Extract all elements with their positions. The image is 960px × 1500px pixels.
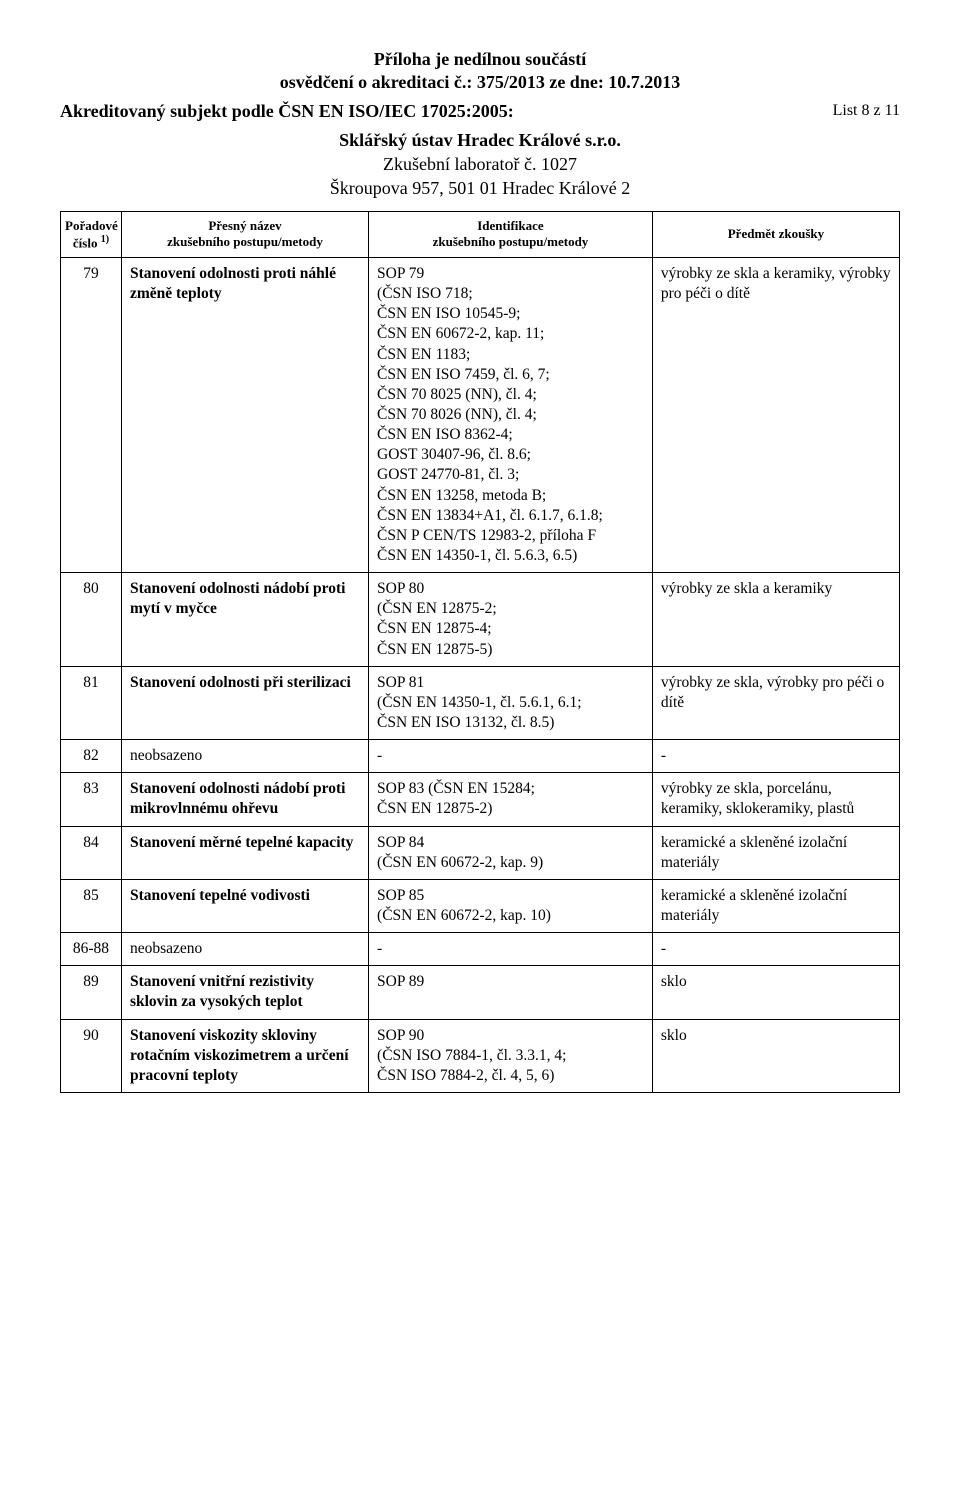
cell-method-name: Stanovení měrné tepelné kapacity bbox=[121, 826, 368, 879]
cell-identification: SOP 84 (ČSN EN 60672-2, kap. 9) bbox=[369, 826, 653, 879]
cell-method-name: Stanovení tepelné vodivosti bbox=[121, 879, 368, 932]
cell-number: 81 bbox=[61, 666, 122, 739]
cell-identification: SOP 80 (ČSN EN 12875-2; ČSN EN 12875-4; … bbox=[369, 573, 653, 667]
col3-line2: zkušebního postupu/metody bbox=[433, 234, 589, 249]
table-row: 83Stanovení odolnosti nádobí proti mikro… bbox=[61, 773, 900, 826]
lab-center-block: Sklářský ústav Hradec Králové s.r.o. Zku… bbox=[60, 128, 900, 201]
col-header-subject: Předmět zkoušky bbox=[652, 211, 899, 257]
cell-method-name: Stanovení odolnosti nádobí proti mikrovl… bbox=[121, 773, 368, 826]
cell-identification: SOP 89 bbox=[369, 966, 653, 1019]
cell-subject: keramické a skleněné izolační materiály bbox=[652, 826, 899, 879]
cell-number: 82 bbox=[61, 740, 122, 773]
cell-subject: výrobky ze skla a keramiky, výrobky pro … bbox=[652, 258, 899, 573]
col4-line: Předmět zkoušky bbox=[728, 226, 824, 241]
col2-line2: zkušebního postupu/metody bbox=[167, 234, 323, 249]
cell-method-name: Stanovení odolnosti nádobí proti mytí v … bbox=[121, 573, 368, 667]
cell-subject: - bbox=[652, 933, 899, 966]
table-row: 85Stanovení tepelné vodivostiSOP 85 (ČSN… bbox=[61, 879, 900, 932]
col1-line1: Pořadové bbox=[65, 218, 118, 233]
table-row: 80Stanovení odolnosti nádobí proti mytí … bbox=[61, 573, 900, 667]
lab-address: Škroupova 957, 501 01 Hradec Králové 2 bbox=[330, 178, 630, 198]
cell-method-name: neobsazeno bbox=[121, 740, 368, 773]
page-root: Příloha je nedílnou součástí osvědčení o… bbox=[0, 0, 960, 1133]
table-row: 82neobsazeno-- bbox=[61, 740, 900, 773]
lab-name: Sklářský ústav Hradec Králové s.r.o. bbox=[339, 130, 621, 150]
cell-number: 83 bbox=[61, 773, 122, 826]
lab-number: Zkušební laboratoř č. 1027 bbox=[383, 154, 577, 174]
cell-subject: výrobky ze skla, porcelánu, keramiky, sk… bbox=[652, 773, 899, 826]
table-row: 90Stanovení viskozity skloviny rotačním … bbox=[61, 1019, 900, 1092]
cell-identification: SOP 85 (ČSN EN 60672-2, kap. 10) bbox=[369, 879, 653, 932]
cell-number: 79 bbox=[61, 258, 122, 573]
methods-table: Pořadové číslo 1) Přesný název zkušebníh… bbox=[60, 211, 900, 1093]
cell-method-name: neobsazeno bbox=[121, 933, 368, 966]
col-header-ident: Identifikace zkušebního postupu/metody bbox=[369, 211, 653, 257]
cell-identification: SOP 90 (ČSN ISO 7884-1, čl. 3.3.1, 4; ČS… bbox=[369, 1019, 653, 1092]
header-line1: Příloha je nedílnou součástí bbox=[374, 49, 587, 69]
cell-number: 85 bbox=[61, 879, 122, 932]
cell-number: 86-88 bbox=[61, 933, 122, 966]
col1-line2: číslo bbox=[73, 235, 98, 250]
col-header-number: Pořadové číslo 1) bbox=[61, 211, 122, 257]
header-title: Příloha je nedílnou součástí osvědčení o… bbox=[60, 48, 900, 95]
cell-subject: sklo bbox=[652, 1019, 899, 1092]
cell-method-name: Stanovení odolnosti proti náhlé změně te… bbox=[121, 258, 368, 573]
table-row: 79Stanovení odolnosti proti náhlé změně … bbox=[61, 258, 900, 573]
col2-line1: Přesný název bbox=[208, 218, 281, 233]
col-header-name: Přesný název zkušebního postupu/metody bbox=[121, 211, 368, 257]
cell-identification: SOP 83 (ČSN EN 15284; ČSN EN 12875-2) bbox=[369, 773, 653, 826]
cell-method-name: Stanovení odolnosti při sterilizaci bbox=[121, 666, 368, 739]
cell-subject: výrobky ze skla a keramiky bbox=[652, 573, 899, 667]
col1-sup: 1) bbox=[101, 234, 109, 245]
table-row: 86-88neobsazeno-- bbox=[61, 933, 900, 966]
cell-identification: SOP 81 (ČSN EN 14350-1, čl. 5.6.1, 6.1; … bbox=[369, 666, 653, 739]
table-header-row: Pořadové číslo 1) Přesný název zkušebníh… bbox=[61, 211, 900, 257]
col3-line1: Identifikace bbox=[477, 218, 543, 233]
cell-identification: - bbox=[369, 740, 653, 773]
table-row: 84Stanovení měrné tepelné kapacitySOP 84… bbox=[61, 826, 900, 879]
cell-subject: keramické a skleněné izolační materiály bbox=[652, 879, 899, 932]
cell-identification: SOP 79 (ČSN ISO 718; ČSN EN ISO 10545-9;… bbox=[369, 258, 653, 573]
cell-number: 84 bbox=[61, 826, 122, 879]
table-row: 81Stanovení odolnosti při sterilizaciSOP… bbox=[61, 666, 900, 739]
cell-subject: - bbox=[652, 740, 899, 773]
cell-number: 89 bbox=[61, 966, 122, 1019]
cell-subject: výrobky ze skla, výrobky pro péči o dítě bbox=[652, 666, 899, 739]
cell-method-name: Stanovení vnitřní rezistivity sklovin za… bbox=[121, 966, 368, 1019]
table-body: 79Stanovení odolnosti proti náhlé změně … bbox=[61, 258, 900, 1093]
header-line2: osvědčení o akreditaci č.: 375/2013 ze d… bbox=[280, 72, 681, 92]
cell-identification: - bbox=[369, 933, 653, 966]
cell-number: 90 bbox=[61, 1019, 122, 1092]
cell-number: 80 bbox=[61, 573, 122, 667]
cell-subject: sklo bbox=[652, 966, 899, 1019]
cell-method-name: Stanovení viskozity skloviny rotačním vi… bbox=[121, 1019, 368, 1092]
table-row: 89Stanovení vnitřní rezistivity sklovin … bbox=[61, 966, 900, 1019]
